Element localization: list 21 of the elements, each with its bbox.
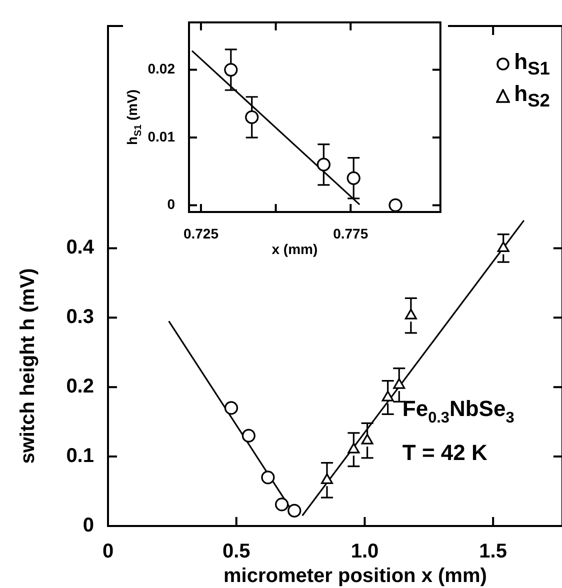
y-tick-label: 0.2 (66, 376, 94, 398)
x-tick-label: 1.0 (350, 540, 379, 563)
x-axis-title: x (mm) (272, 241, 318, 257)
y-tick-label: 0.01 (148, 128, 176, 144)
y-tick-label: 0.3 (66, 306, 94, 328)
y-tick-label: 0 (167, 196, 176, 212)
x-tick-label: 0.775 (333, 225, 368, 242)
x-tick-label: 1.5 (479, 540, 507, 563)
y-tick-label: 0.4 (66, 236, 95, 259)
y-axis-title: switch height h (mV) (17, 268, 39, 464)
x-axis-title: micrometer position x (mm) (224, 565, 487, 587)
y-tick-label: 0.02 (148, 60, 176, 77)
legend-label: h$_{S2}$ (514, 80, 550, 112)
annotation: T = 42 K (402, 440, 488, 465)
y-tick-label: 0 (82, 514, 94, 537)
x-tick-label: 0.5 (222, 540, 250, 563)
x-tick-label: 0 (102, 540, 114, 563)
x-tick-label: 0.725 (183, 225, 219, 242)
y-axis-title: hS1 (mV) (124, 89, 144, 145)
legend-label: h$_{S1}$ (514, 48, 550, 80)
y-tick-label: 0.1 (66, 445, 94, 468)
